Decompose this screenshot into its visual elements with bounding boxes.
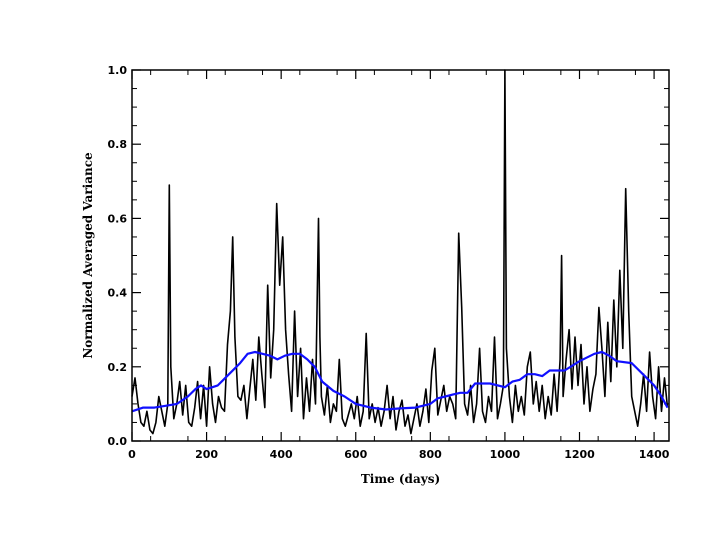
y-tick-label: 0.0: [108, 435, 128, 448]
variance-series-line: [131, 69, 669, 435]
y-tick-label: 0.2: [108, 361, 128, 374]
x-tick-label: 200: [195, 448, 218, 461]
plot-frame: [131, 69, 670, 442]
y-tick-label: 0.4: [108, 287, 128, 300]
x-tick-label: 1200: [564, 448, 595, 461]
y-axis-ticks: 0.0 0.2 0.4 0.6 0.8 1.0: [108, 64, 669, 448]
x-tick-label: 400: [270, 448, 293, 461]
x-tick-label: 600: [344, 448, 367, 461]
y-tick-label: 0.8: [108, 138, 128, 151]
x-tick-label: 1000: [490, 448, 521, 461]
x-axis-ticks: 0 200 400 600 800 1000 1200 1400: [128, 70, 670, 461]
x-axis-label: Time (days): [361, 472, 440, 486]
x-tick-label: 800: [419, 448, 442, 461]
y-tick-label: 0.6: [108, 212, 128, 225]
y-axis-label: Normalized Averaged Variance: [81, 152, 95, 359]
x-tick-label: 1400: [639, 448, 670, 461]
smoothed-series-line: [131, 350, 669, 413]
x-tick-label: 0: [128, 448, 136, 461]
series-layer: [131, 69, 669, 435]
y-tick-label: 1.0: [108, 64, 128, 77]
